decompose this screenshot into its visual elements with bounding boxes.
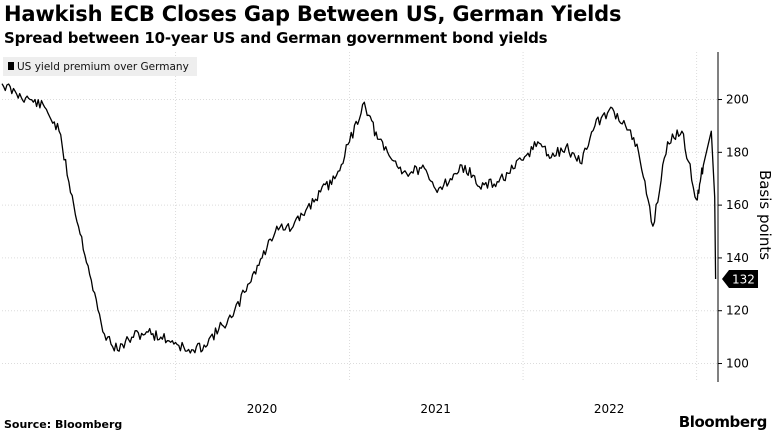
last-value-tag-shape (722, 270, 758, 289)
y-tick-label: 160 (726, 198, 749, 212)
legend: US yield premium over Germany (3, 57, 197, 76)
source-note: Source: Bloomberg (4, 418, 123, 431)
y-tick-label: 140 (726, 251, 749, 265)
y-tick-label: 180 (726, 145, 749, 159)
last-value-label: 132 (732, 273, 755, 287)
y-tick-label: 200 (726, 93, 749, 107)
x-tick-label: 2020 (247, 402, 278, 416)
x-tick-label: 2021 (420, 402, 451, 416)
legend-background (3, 57, 197, 76)
x-grid-lines (175, 52, 698, 382)
legend-label: US yield premium over Germany (17, 61, 189, 73)
x-tick-labels: 2020 2021 2022 (247, 402, 625, 416)
y-tick-labels: 100 120 140 160 180 200 (726, 93, 749, 371)
chart-title: Hawkish ECB Closes Gap Between US, Germa… (4, 2, 622, 26)
last-value-tag: 132 (722, 270, 758, 289)
y-tick-label: 120 (726, 304, 749, 318)
x-tick-label: 2022 (594, 402, 625, 416)
grid-lines (2, 99, 722, 365)
y-tick-label: 100 (726, 357, 749, 371)
series-line-end (702, 130, 717, 280)
chart-subtitle: Spread between 10-year US and German gov… (4, 29, 548, 47)
legend-swatch (8, 62, 14, 70)
y-axis-label: Basis points (756, 170, 774, 260)
series-lines (1, 83, 717, 354)
series-line-main (1, 83, 704, 354)
bloomberg-logo: Bloomberg (678, 413, 768, 431)
